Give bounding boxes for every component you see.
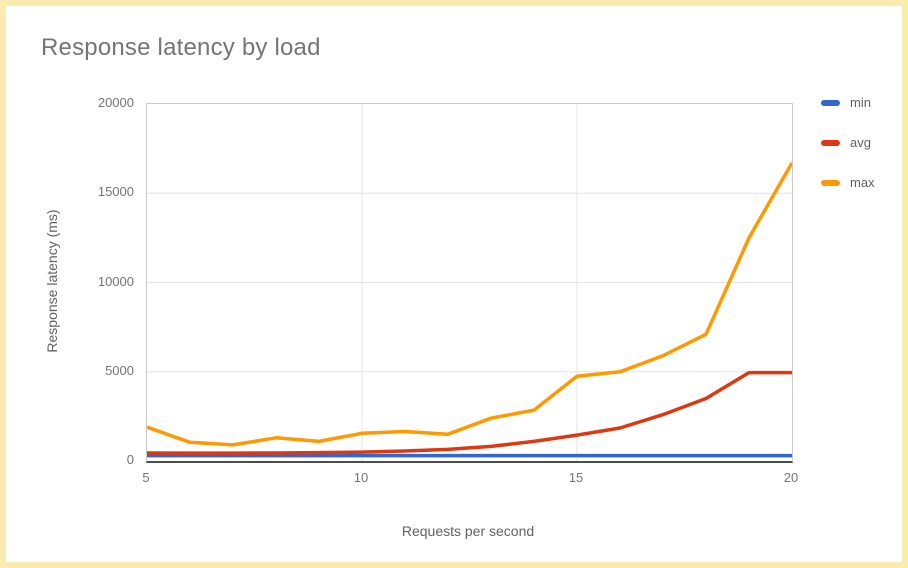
legend-label-max: max (850, 175, 875, 190)
legend-label-avg: avg (850, 135, 871, 150)
x-tick-label: 5 (142, 470, 150, 485)
legend-item-min: min (821, 96, 875, 110)
x-axis-title: Requests per second (401, 523, 535, 539)
y-tick-label: 15000 (97, 184, 134, 200)
legend-label-min: min (850, 95, 871, 110)
y-tick-label: 5000 (105, 362, 134, 378)
chart-title: Response latency by load (41, 34, 321, 61)
x-tick-label: 20 (783, 470, 799, 485)
y-axis-title: Response latency (ms) (44, 209, 60, 353)
legend-swatch-min (821, 100, 840, 106)
x-tick-label: 15 (568, 470, 584, 485)
legend-swatch-max (821, 180, 840, 186)
legend-swatch-avg (821, 140, 840, 146)
series-line-max (147, 162, 792, 447)
legend-item-avg: avg (821, 136, 875, 150)
chart-canvas (147, 104, 792, 461)
series-line-avg (147, 370, 792, 455)
x-tick-label: 10 (353, 470, 369, 485)
y-tick-label: 20000 (97, 95, 134, 110)
legend: min avg max (821, 96, 875, 216)
legend-item-max: max (821, 176, 875, 190)
plot-area (146, 103, 793, 463)
y-tick-label: 10000 (97, 273, 134, 289)
y-tick-label: 0 (126, 452, 134, 467)
